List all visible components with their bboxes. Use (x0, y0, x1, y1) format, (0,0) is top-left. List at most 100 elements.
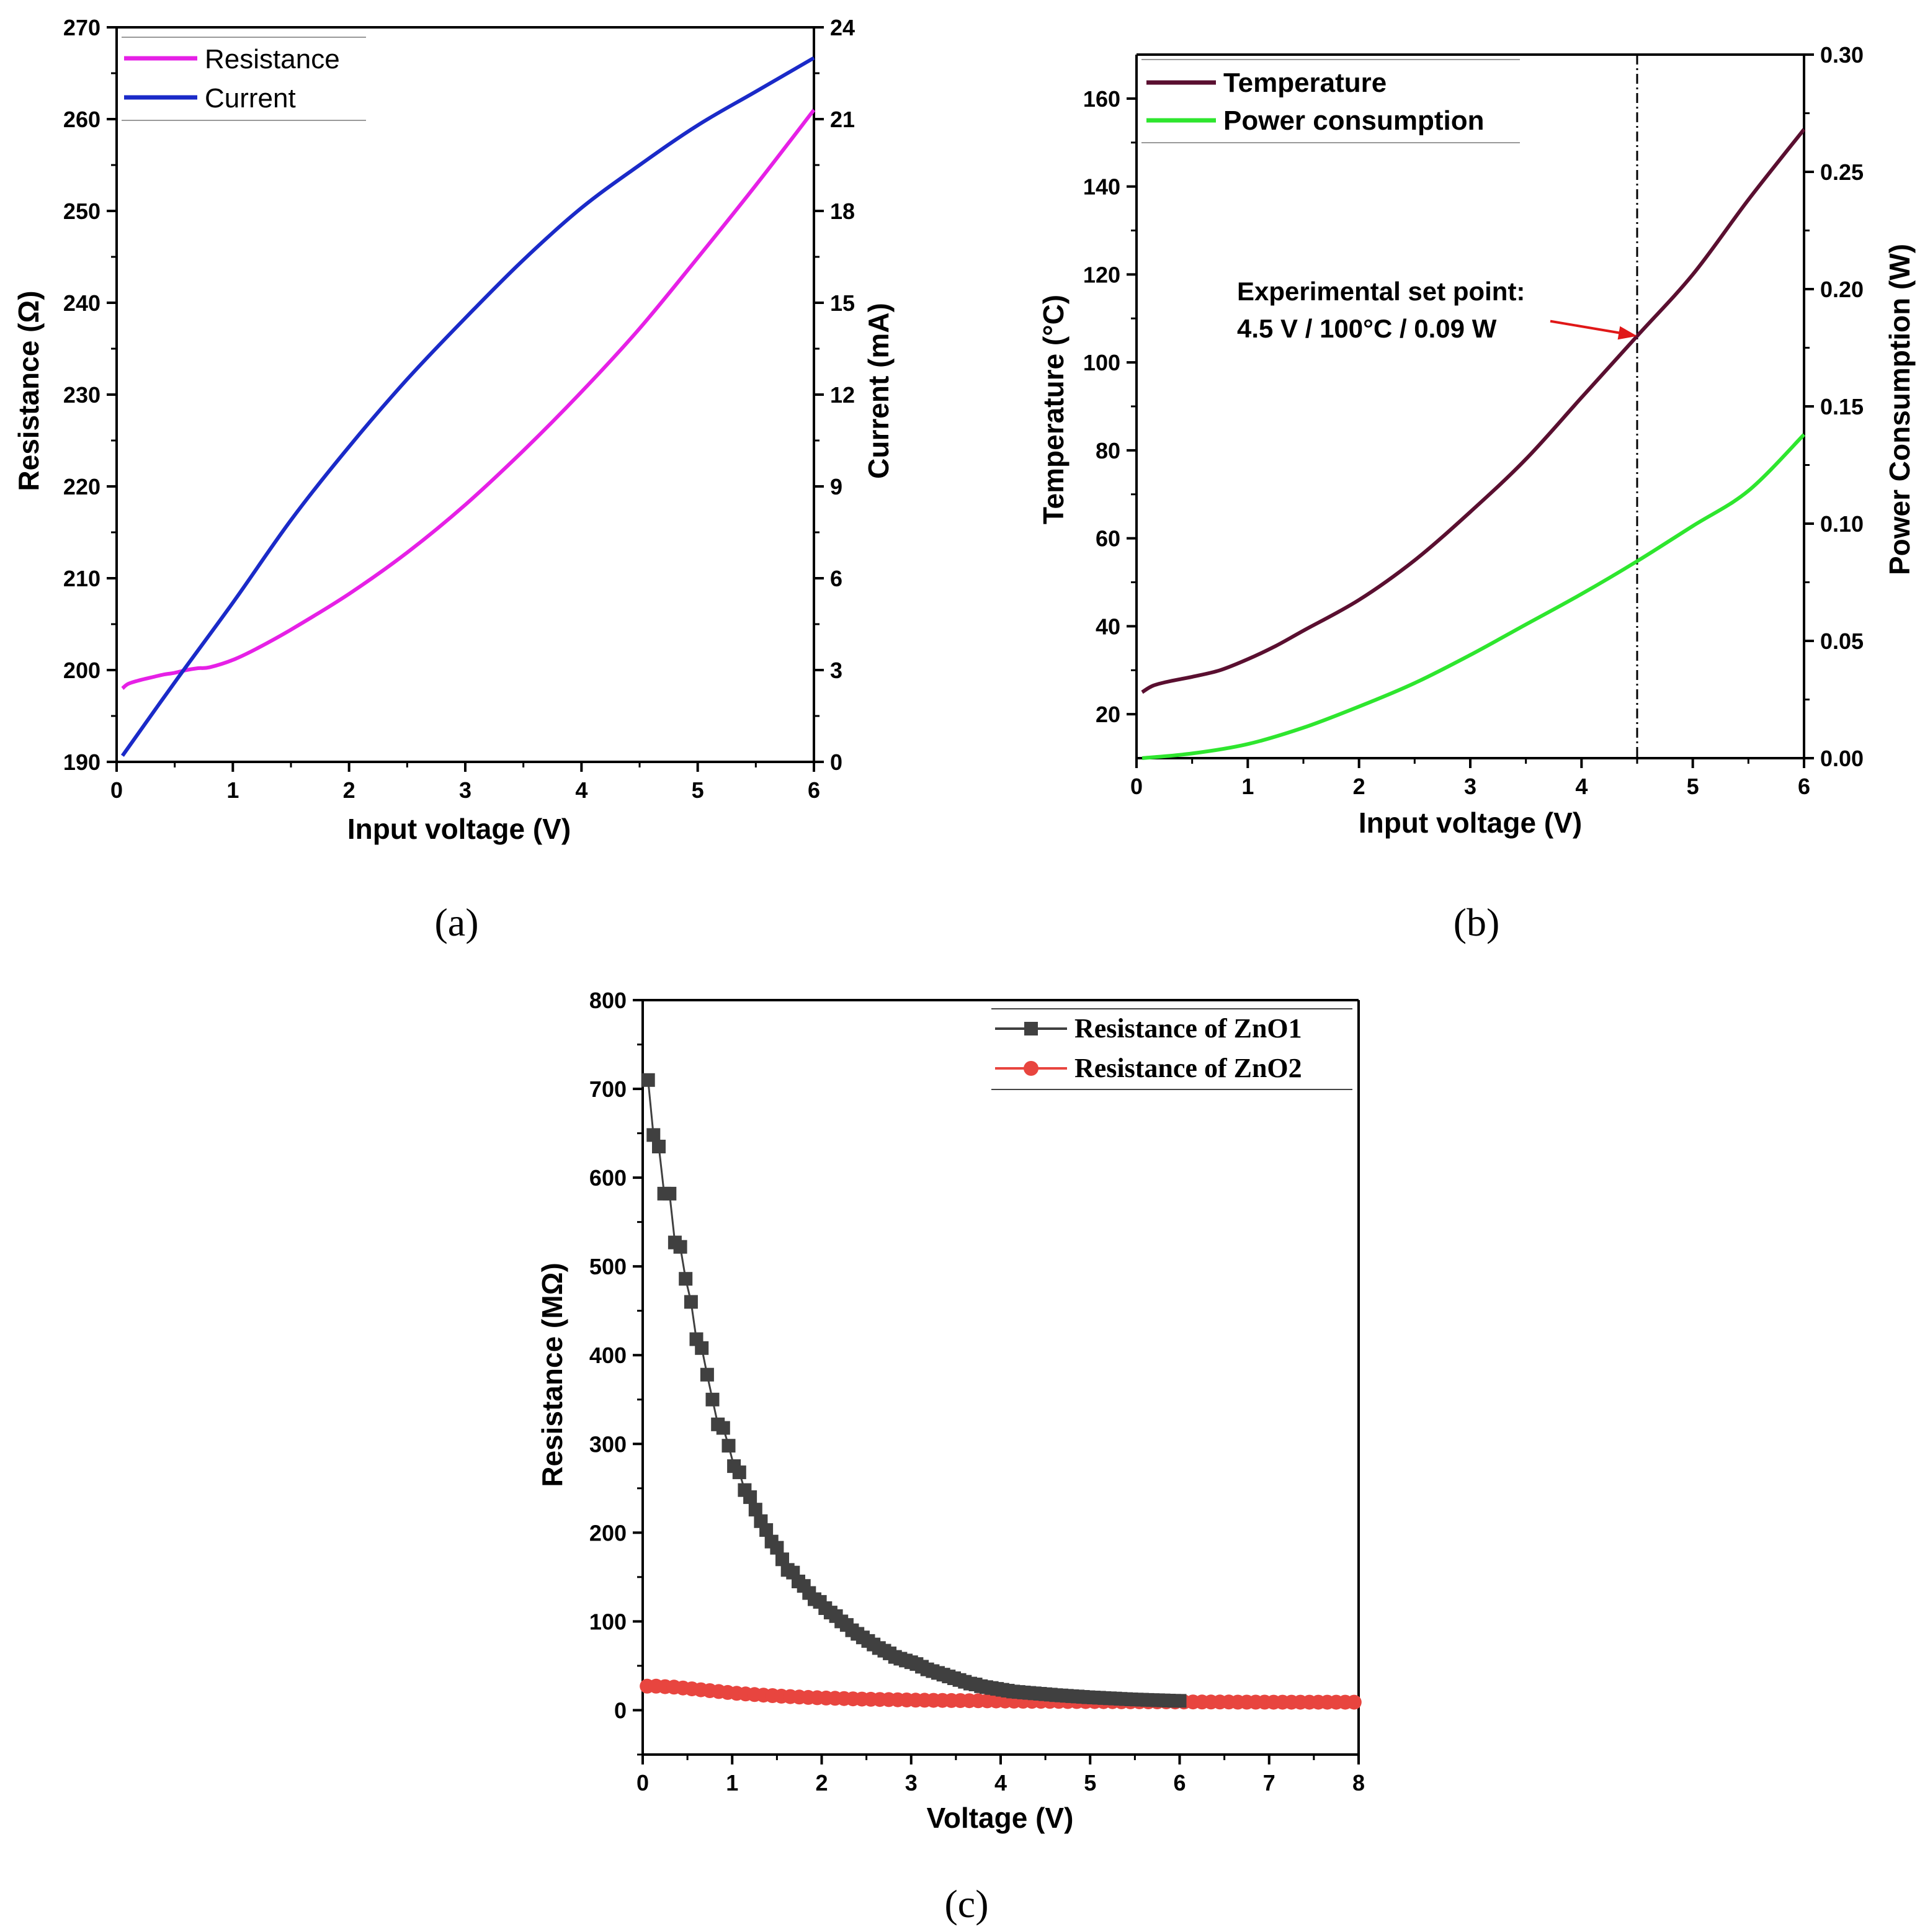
y-tick-label: 0 (614, 1697, 627, 1723)
annotation-arrow (1550, 320, 1624, 335)
series-temperature-line (1141, 128, 1806, 694)
zno1-point (775, 1552, 789, 1567)
x-tick-label: 2 (1353, 774, 1365, 799)
y-tick-label: 600 (589, 1165, 627, 1191)
panel-label-a: (a) (434, 900, 478, 944)
zno1-point (679, 1272, 693, 1286)
y2-tick-label: 0.05 (1820, 628, 1864, 654)
legend-c-zno1-label: Resistance of ZnO1 (1074, 1013, 1302, 1044)
zno1-point (732, 1465, 746, 1480)
zno1-point (684, 1295, 698, 1309)
x-tick-label: 5 (1084, 1770, 1096, 1796)
y-tick-label: 800 (589, 988, 627, 1013)
zno1-point (700, 1367, 714, 1382)
legend-a-resistance-label: Resistance (205, 44, 340, 74)
y2-tick-label: 0 (830, 749, 842, 775)
x-tick-label: 1 (726, 1770, 738, 1796)
x-tick-label: 5 (692, 777, 704, 803)
chart-c-ylabel: Resistance (MΩ) (536, 1263, 568, 1487)
y2-tick-label: 0.15 (1820, 394, 1864, 419)
chart-a-ylabel: Resistance (Ω) (12, 290, 45, 491)
legend-a-current-label: Current (205, 83, 296, 114)
chart-a-legend: Resistance Current (122, 37, 366, 121)
y2-tick-label: 24 (830, 15, 855, 40)
chart-b-y2label: Power Consumption (W) (1883, 244, 1916, 575)
zno1-point (1172, 1694, 1187, 1708)
chart-b-legend: Temperature Power consumption (1141, 59, 1520, 143)
y-tick-label: 200 (589, 1520, 627, 1545)
x-tick-label: 2 (815, 1770, 828, 1796)
y-tick-label: 190 (63, 749, 100, 775)
y-tick-label: 700 (589, 1076, 627, 1102)
y-tick-label: 210 (63, 566, 100, 591)
x-tick-label: 6 (1798, 774, 1810, 799)
chart-b-ylabel: Temperature (°C) (1037, 295, 1070, 524)
zno1-point (705, 1392, 720, 1407)
chart-a: 0 1 2 3 4 5 6190200210220230240250260270036912… (12, 15, 895, 845)
y2-tick-label: 9 (830, 474, 842, 499)
y2-tick-label: 0.00 (1820, 746, 1864, 771)
chart-c-series (640, 1073, 1362, 1710)
zno2-point (1346, 1694, 1362, 1710)
zno1-point (770, 1541, 784, 1555)
y2-tick-label: 12 (830, 382, 855, 408)
chart-a-xlabel: Input voltage (V) (347, 813, 571, 845)
zno1-point (695, 1341, 709, 1355)
chart-b-axes: 0 1 2 3 4 5 6 20 40 60 80 100 120 140 160 0.00 0.05 0.10 0… (1083, 42, 1864, 799)
x-tick-label: 0 (636, 1770, 649, 1796)
y-tick-label: 270 (63, 15, 100, 40)
y-tick-label: 300 (589, 1431, 627, 1457)
zno1-point (759, 1523, 774, 1537)
y-tick-label: 220 (63, 474, 100, 499)
chart-b-annotation: Experimental set point: 4.5 V / 100°C / … (1237, 277, 1637, 343)
x-tick-label: 3 (459, 777, 471, 803)
y2-tick-label: 0.30 (1820, 42, 1864, 68)
y2-tick-label: 0.10 (1820, 511, 1864, 537)
y2-tick-label: 15 (830, 290, 855, 316)
annotation-arrowhead (1617, 326, 1637, 340)
legend-c-zno2-label: Resistance of ZnO2 (1074, 1053, 1302, 1083)
zno1-point (646, 1128, 661, 1142)
y2-tick-label: 3 (830, 658, 842, 683)
chart-b: 0 1 2 3 4 5 6 20 40 60 80 100 120 140 160 0.00 0.05 0.10 0… (1037, 42, 1916, 839)
chart-a-y2label: Current (mA) (862, 303, 895, 479)
x-tick-label: 5 (1687, 774, 1699, 799)
y-tick-label: 250 (63, 199, 100, 224)
legend-b-power-label: Power consumption (1223, 105, 1484, 136)
y-tick-label: 20 (1096, 702, 1120, 727)
zno1-point (716, 1421, 730, 1435)
y-tick-label: 100 (1083, 350, 1120, 375)
y2-tick-label: 0.25 (1820, 159, 1864, 185)
zno1-point (663, 1186, 677, 1201)
x-tick-label: 4 (575, 777, 587, 803)
chart-a-series (120, 56, 816, 757)
y2-tick-label: 6 (830, 566, 842, 591)
series-power-line (1141, 433, 1806, 760)
y2-tick-label: 0.20 (1820, 277, 1864, 302)
series-resistance-line (121, 109, 816, 690)
zno1-point (652, 1140, 666, 1153)
x-tick-label: 4 (994, 1770, 1007, 1796)
chart-c-legend: Resistance of ZnO1 Resistance of ZnO2 (991, 1008, 1352, 1090)
x-tick-label: 4 (1575, 774, 1588, 799)
chart-a-axes: 0 1 2 3 4 5 6190200210220230240250260270036912… (63, 15, 855, 803)
x-tick-label: 3 (1464, 774, 1476, 799)
y2-tick-label: 21 (830, 107, 855, 132)
series-current-line (120, 56, 815, 757)
x-tick-label: 1 (1241, 774, 1254, 799)
chart-b-xlabel: Input voltage (V) (1359, 807, 1582, 839)
zno1-point (673, 1240, 687, 1254)
zno1-point (641, 1073, 655, 1087)
x-tick-label: 0 (110, 777, 123, 803)
panel-label-b: (b) (1454, 900, 1500, 944)
y-tick-label: 400 (589, 1343, 627, 1368)
zno1-point (748, 1503, 762, 1517)
y-tick-label: 240 (63, 290, 100, 316)
x-tick-label: 3 (905, 1770, 918, 1796)
legend-c-zno2-marker (1024, 1061, 1038, 1076)
y-tick-label: 260 (63, 107, 100, 132)
y-tick-label: 80 (1096, 438, 1120, 463)
x-tick-label: 7 (1263, 1770, 1275, 1796)
x-tick-label: 0 (1130, 774, 1143, 799)
